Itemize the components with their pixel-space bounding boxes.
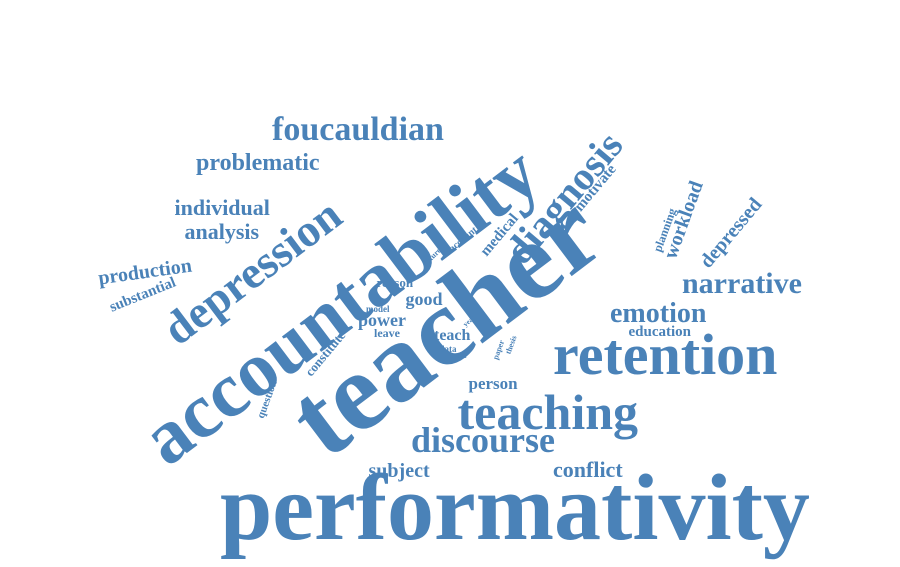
word-good: good <box>405 289 443 309</box>
word-education: education <box>628 323 692 340</box>
word-model: model <box>366 303 390 314</box>
word-narrative: narrative <box>682 267 802 300</box>
word-conflict: conflict <box>553 457 623 482</box>
word-individual: individual <box>174 195 270 220</box>
word-analysis: analysis <box>184 219 260 244</box>
word-emotion: emotion <box>610 298 707 329</box>
word-most: most <box>450 351 467 360</box>
word-depressed: depressed <box>695 193 767 273</box>
word-performativity: performativity <box>220 456 810 560</box>
word-reason: reason <box>376 274 414 290</box>
word-foucauldian: foucauldian <box>272 111 444 148</box>
word-person: person <box>468 373 518 393</box>
word-teaching: teaching <box>457 384 639 440</box>
word-power: power <box>358 310 406 330</box>
word-subject: subject <box>368 460 430 482</box>
word-problematic: problematic <box>196 150 320 176</box>
word-data: data <box>439 343 457 354</box>
word-production: production <box>96 254 194 290</box>
word-discourse: discourse <box>411 420 555 460</box>
word-leave: leave <box>374 326 400 340</box>
word-teach: teach <box>434 327 471 344</box>
word-retention: retention <box>553 322 778 387</box>
